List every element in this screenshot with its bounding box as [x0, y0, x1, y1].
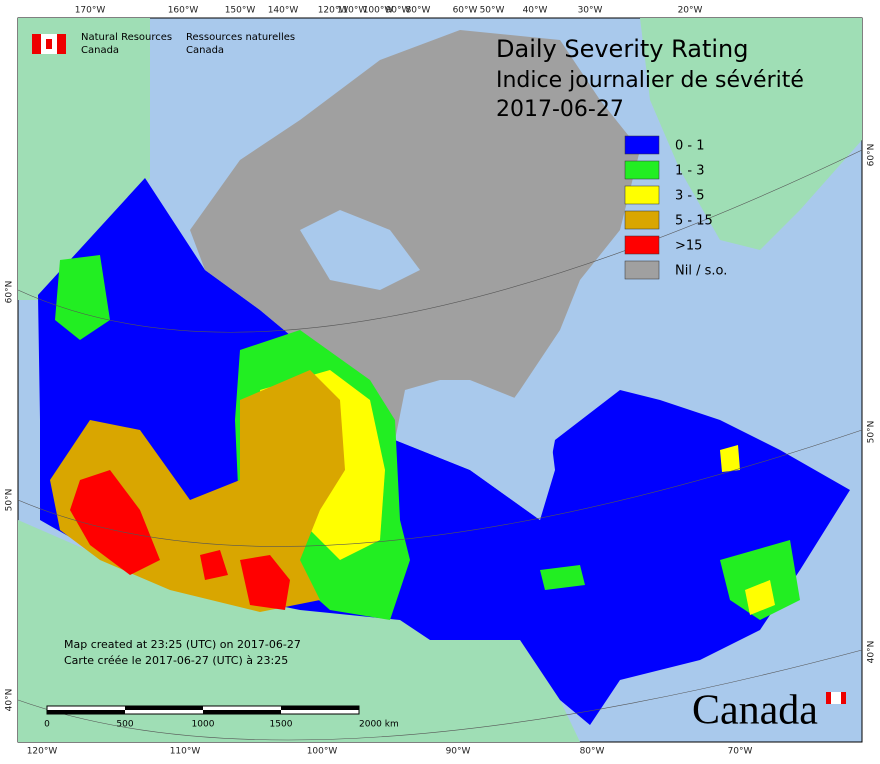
legend-label: 5 - 15 [675, 214, 713, 229]
graticule-label: 100°W [307, 747, 338, 757]
legend: 0 - 1 1 - 3 3 - 5 5 - 15 >15 Nil / s.o. [624, 135, 727, 280]
scale-label: 0 [44, 720, 50, 730]
dsr-1-3-ontario [540, 565, 585, 590]
scale-segment [203, 710, 281, 714]
legend-label: 0 - 1 [675, 139, 705, 154]
graticule-label: 80°W [406, 6, 431, 16]
graticule-label: 100°W [363, 6, 394, 16]
graticule-label: 50°N [867, 421, 877, 444]
graticule-label: 120°W [318, 6, 349, 16]
graticule-label: 40°W [523, 6, 548, 16]
legend-swatch [624, 160, 660, 180]
legend-swatch [624, 135, 660, 155]
flag-band [841, 692, 846, 704]
graticule-label: 160°W [168, 6, 199, 16]
agency-en: Natural Resources [81, 32, 172, 43]
legend-label: >15 [675, 239, 702, 254]
scale-segment [47, 710, 125, 714]
scale-label: 1500 [270, 720, 293, 730]
graticule-label: 30°W [578, 6, 603, 16]
graticule-label: 40°N [867, 641, 877, 664]
graticule-label: 50°N [5, 489, 15, 512]
graticule-label: 150°W [225, 6, 256, 16]
title: Daily Severity Rating [496, 35, 748, 63]
scale-segment [125, 706, 203, 710]
graticule-line [17, 429, 863, 547]
graticule-label: 90°W [386, 6, 411, 16]
land [18, 18, 862, 742]
agency-fr: Ressources naturelles [186, 32, 295, 43]
title: Indice journalier de sévérité [496, 68, 804, 93]
flag-band [57, 34, 66, 54]
flag-band [32, 34, 41, 54]
graticule-label: 110°W [337, 6, 368, 16]
graticule-label: 90°W [446, 747, 471, 757]
scale-label: 2000 km [359, 720, 399, 730]
flag-leaf [46, 39, 52, 49]
graticule-line [17, 649, 863, 741]
graticule-label: 60°N [867, 144, 877, 167]
scale-label: 500 [116, 720, 133, 730]
graticule-label: 110°W [170, 747, 201, 757]
note: Map created at 23:25 (UTC) on 2017-06-27 [64, 638, 301, 651]
arctic-channel [300, 210, 420, 290]
title: 2017-06-27 [496, 97, 624, 122]
dsr-3-5-labrador [720, 445, 740, 472]
graticule-label: 120°W [27, 747, 58, 757]
legend-label: 3 - 5 [675, 189, 705, 204]
legend-label: 1 - 3 [675, 164, 705, 179]
agency-en: Canada [81, 45, 119, 56]
graticule-label: 80°W [580, 747, 605, 757]
dsr-15-patch [200, 550, 228, 580]
dsr-1-3-maritimes [720, 540, 800, 620]
legend-swatch [624, 260, 660, 280]
dsr-15-west [70, 470, 160, 575]
nrcan-logo: Natural Resources Canada Ressources natu… [32, 32, 295, 56]
canada-wordmark: Canada [692, 688, 846, 734]
alaska [18, 18, 150, 300]
wordmark: Canada [692, 688, 818, 734]
flag-band [826, 692, 831, 704]
graticule-label: 20°W [678, 6, 703, 16]
hudson-bay [395, 380, 555, 520]
greenland [640, 18, 862, 250]
graticule-label: 140°W [268, 6, 299, 16]
note: Carte créée le 2017-06-27 (UTC) à 23:25 [64, 654, 288, 667]
graticule [17, 149, 863, 741]
legend-swatch [624, 235, 660, 255]
graticule-line [17, 149, 863, 333]
scale-segment [281, 706, 359, 710]
graticule-label: 70°W [728, 747, 753, 757]
graticule-label: 60°W [453, 6, 478, 16]
legend-swatch [624, 210, 660, 230]
scale-label: 1000 [192, 720, 215, 730]
graticule-label: 40°N [5, 689, 15, 712]
graticule-label: 170°W [75, 6, 106, 16]
usa [18, 520, 580, 742]
dsr-15-prairie [240, 555, 290, 610]
legend-label: Nil / s.o. [675, 264, 727, 279]
legend-swatch [624, 185, 660, 205]
dsr-3-5-maritimes [745, 580, 775, 615]
graticule-label: 60°N [5, 281, 15, 304]
scale-bar: 0 500 1000 1500 2000 km [44, 705, 399, 730]
agency-fr: Canada [186, 45, 224, 56]
dsr-1-3-yukon [55, 255, 110, 340]
graticule-label: 50°W [480, 6, 505, 16]
arctic-nil [190, 30, 640, 460]
